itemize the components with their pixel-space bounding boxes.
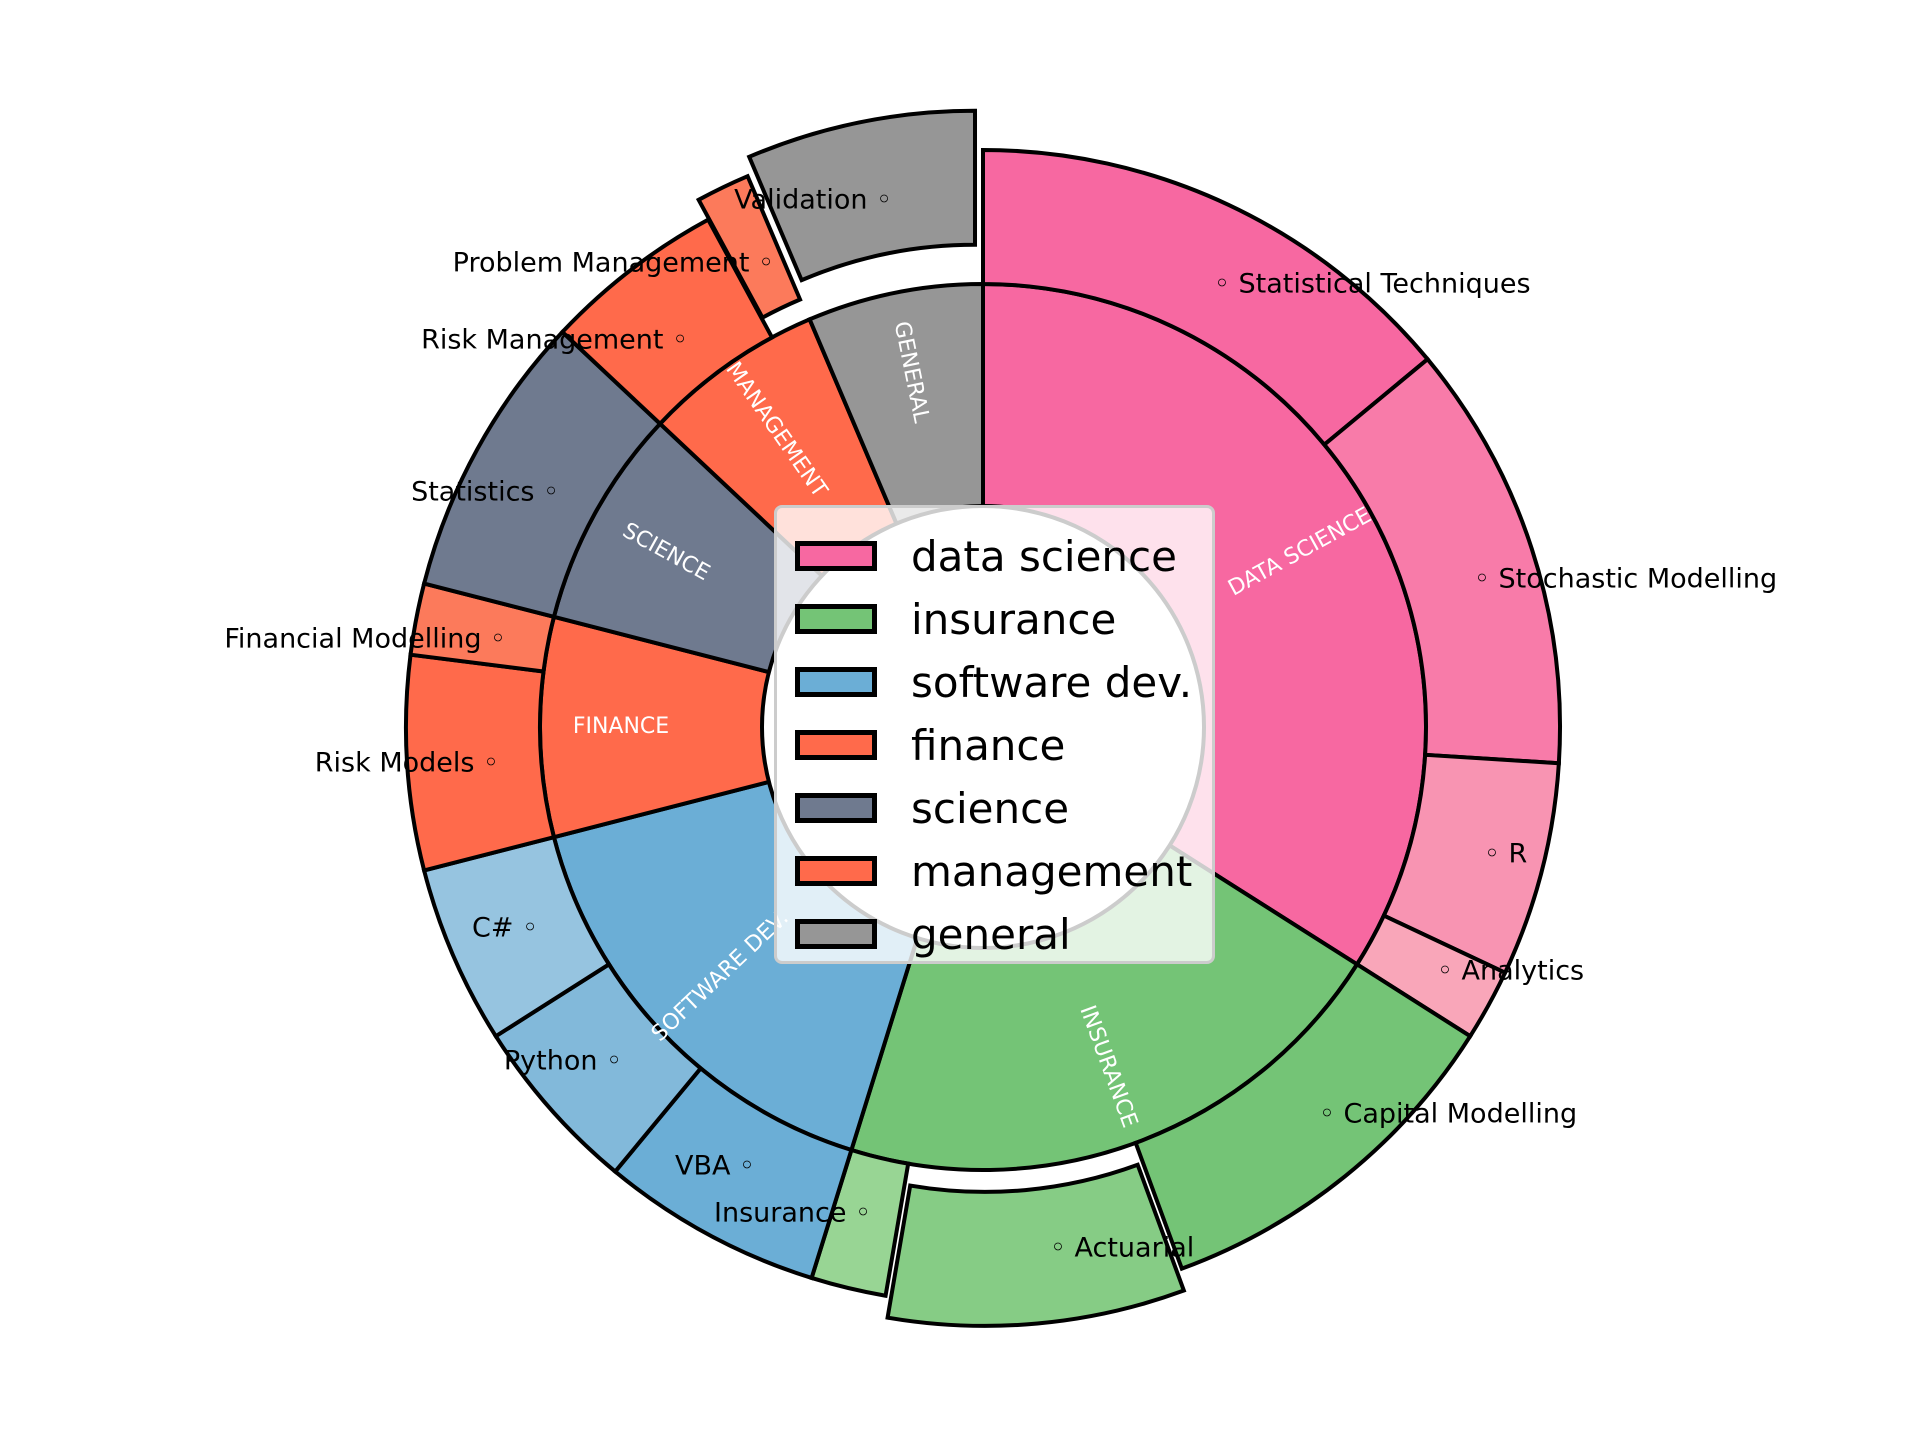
outer-label-validation: Validation ◦ [734,185,892,216]
legend-label: management [911,846,1193,896]
legend-swatch [795,604,877,634]
legend-item-general: general [795,906,1071,962]
outer-label-statistics: Statistics ◦ [411,477,559,508]
legend-label: data science [911,531,1177,581]
wedge-validation [746,108,978,283]
legend-swatch [795,667,877,697]
legend-item-insurance: insurance [795,591,1116,647]
legend-swatch [795,541,877,571]
inner-label-finance: FINANCE [573,714,669,739]
outer-label-capital-modelling: ◦ Capital Modelling [1319,1099,1577,1130]
outer-label-python: Python ◦ [504,1046,622,1077]
outer-label-financial-modelling: Financial Modelling ◦ [224,624,506,655]
outer-label-c: C# ◦ [472,913,538,944]
outer-label-insurance: Insurance ◦ [714,1198,871,1229]
outer-label-r: ◦ R [1484,839,1527,870]
legend-label: finance [911,720,1066,770]
outer-ring [404,108,1562,1328]
legend-label: general [911,909,1071,959]
outer-label-actuarial: ◦ Actuarial [1050,1233,1194,1264]
legend-item-management: management [795,843,1192,899]
legend-label: software dev. [911,657,1193,707]
legend-item-finance: finance [795,717,1065,773]
outer-label-problem-management: Problem Management ◦ [453,248,774,279]
outer-label-analytics: ◦ Analytics [1437,956,1584,987]
outer-label-risk-management: Risk Management ◦ [421,325,688,356]
outer-label-statistical-techniques: ◦ Statistical Techniques [1214,269,1531,300]
legend-label: insurance [911,594,1117,644]
legend-item-software-dev: software dev. [795,654,1192,710]
legend-label: science [911,783,1070,833]
chart-legend: data science insurance software dev. fin… [774,505,1215,964]
legend-swatch [795,919,877,949]
wedge-actuarial [885,1162,1187,1328]
wedge-problem-management [695,173,803,321]
legend-swatch [795,793,877,823]
legend-swatch [795,730,877,760]
legend-swatch [795,856,877,886]
outer-label-stochastic-modelling: ◦ Stochastic Modelling [1474,564,1777,595]
outer-label-vba: VBA ◦ [675,1151,755,1182]
outer-label-risk-models: Risk Models ◦ [315,748,499,779]
legend-item-data-science: data science [795,528,1177,584]
legend-item-science: science [795,780,1069,836]
wedge-capital-modelling [1133,961,1473,1272]
outer-ring-labels: ◦ Statistical Techniques ◦ Stochastic Mod… [224,185,1777,1264]
